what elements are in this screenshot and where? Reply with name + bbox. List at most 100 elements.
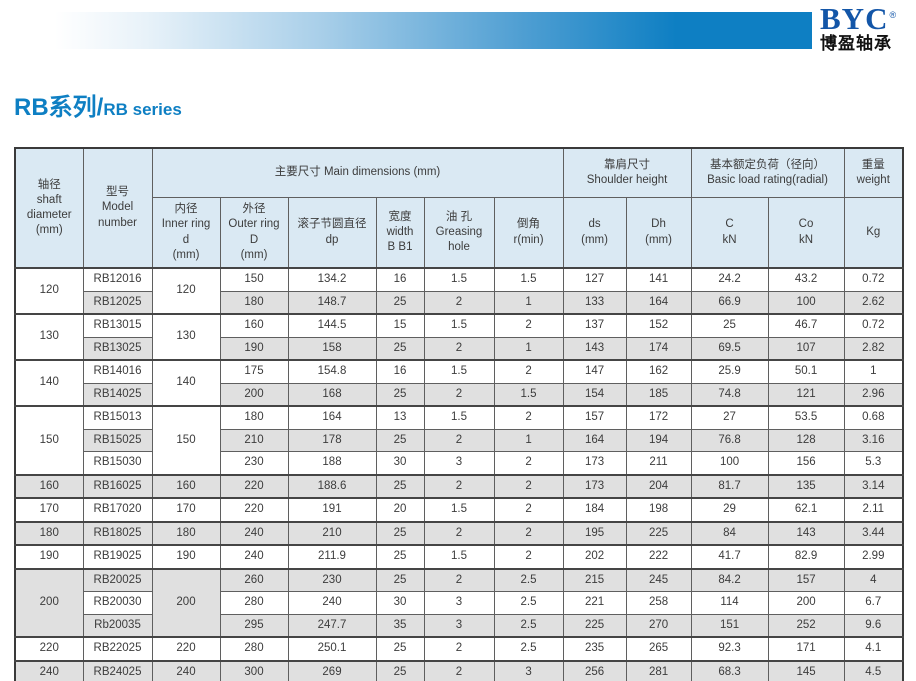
cell-inner-ring: 150 — [151, 405, 221, 475]
cell-model-number: RB15013 — [82, 405, 153, 430]
cell-c-kn: 24.2 — [690, 267, 769, 292]
cell-outer-ring: 180 — [219, 405, 289, 430]
cell-dh: 270 — [625, 613, 692, 638]
cell-kg: 3.14 — [843, 473, 904, 499]
cell-co-kn: 46.7 — [767, 313, 845, 338]
cell-kg: 2.99 — [843, 544, 904, 569]
cell-chamfer: 1 — [493, 290, 564, 315]
cell-co-kn: 43.2 — [767, 267, 845, 292]
page-title-zh: RB系列/ — [14, 94, 104, 121]
cell-chamfer: 3 — [493, 659, 564, 681]
cell-model-number: RB18025 — [82, 520, 153, 546]
header-shoulder-height: 靠肩尺寸 Shoulder height — [562, 147, 692, 198]
cell-chamfer: 2 — [493, 359, 564, 384]
cell-co-kn: 53.5 — [767, 405, 845, 430]
cell-chamfer: 1 — [493, 336, 564, 361]
cell-ds: 184 — [562, 497, 627, 522]
cell-ds: 154 — [562, 382, 627, 407]
header-gradient-bar — [55, 12, 812, 49]
cell-shaft-diameter: 220 — [14, 636, 84, 661]
cell-chamfer: 2.5 — [493, 636, 564, 661]
cell-c-kn: 81.7 — [690, 473, 769, 499]
cell-width: 16 — [375, 359, 425, 384]
cell-kg: 2.96 — [843, 382, 904, 407]
table-row: 220 RB22025 220 280 250.1 25 2 2.5 235 265 92.3 171… — [14, 636, 904, 661]
cell-ds: 195 — [562, 520, 627, 546]
cell-model-number: RB12016 — [82, 267, 153, 292]
cell-co-kn: 107 — [767, 336, 845, 361]
cell-dh: 174 — [625, 336, 692, 361]
cell-chamfer: 2 — [493, 405, 564, 430]
cell-c-kn: 25 — [690, 313, 769, 338]
cell-pitch-diameter: 164 — [287, 405, 377, 430]
cell-ds: 221 — [562, 591, 627, 615]
header-shaft-diameter: 轴径 shaft diameter (mm) — [14, 147, 84, 269]
cell-pitch-diameter: 230 — [287, 567, 377, 592]
cell-ds: 256 — [562, 659, 627, 681]
cell-outer-ring: 295 — [219, 613, 289, 638]
cell-width: 25 — [375, 290, 425, 315]
cell-co-kn: 157 — [767, 567, 845, 592]
header-load-rating: 基本额定负荷（径向） Basic load rating(radial) — [690, 147, 845, 198]
cell-inner-ring: 200 — [151, 567, 221, 638]
cell-greasing-hole: 1.5 — [423, 359, 495, 384]
header-pitch-diameter: 滚子节圆直径 dp — [287, 197, 377, 269]
cell-outer-ring: 150 — [219, 267, 289, 292]
cell-ds: 225 — [562, 613, 627, 638]
cell-ds: 137 — [562, 313, 627, 338]
table-row: RB15030 230 188 30 3 2 173 211 100 156 5.3 — [15, 451, 904, 475]
cell-dh: 152 — [625, 313, 692, 338]
table-body: 120 RB12016 120 150 134.2 16 1.5 1.5 127 141 24.2 4… — [14, 267, 904, 681]
cell-dh: 194 — [625, 428, 692, 452]
cell-dh: 162 — [625, 359, 692, 384]
cell-outer-ring: 300 — [219, 659, 289, 681]
cell-greasing-hole: 2 — [423, 659, 495, 681]
cell-width: 13 — [375, 405, 425, 430]
cell-dh: 185 — [625, 382, 692, 407]
cell-kg: 6.7 — [843, 591, 904, 615]
header-kg: Kg — [843, 197, 904, 269]
cell-c-kn: 66.9 — [690, 290, 769, 315]
cell-greasing-hole: 2 — [423, 290, 495, 315]
cell-outer-ring: 190 — [219, 336, 289, 361]
cell-co-kn: 100 — [767, 290, 845, 315]
cell-greasing-hole: 2 — [423, 567, 495, 592]
cell-pitch-diameter: 247.7 — [287, 613, 377, 638]
cell-chamfer: 2 — [493, 473, 564, 499]
cell-co-kn: 82.9 — [767, 544, 845, 569]
cell-kg: 3.16 — [843, 428, 904, 452]
header-chamfer: 倒角 r(min) — [493, 197, 564, 269]
cell-c-kn: 76.8 — [690, 428, 769, 452]
cell-outer-ring: 260 — [219, 567, 289, 592]
cell-model-number: RB17020 — [82, 497, 153, 522]
cell-outer-ring: 180 — [219, 290, 289, 315]
cell-shaft-diameter: 240 — [14, 659, 84, 681]
cell-greasing-hole: 2 — [423, 636, 495, 661]
cell-ds: 173 — [562, 473, 627, 499]
cell-inner-ring: 160 — [151, 473, 221, 499]
header-weight: 重量 weight — [843, 147, 904, 198]
table-row: RB20030 280 240 30 3 2.5 221 258 114 200 6.7 — [15, 591, 904, 615]
cell-dh: 141 — [625, 267, 692, 292]
cell-ds: 143 — [562, 336, 627, 361]
cell-kg: 0.72 — [843, 313, 904, 338]
cell-pitch-diameter: 178 — [287, 428, 377, 452]
cell-c-kn: 68.3 — [690, 659, 769, 681]
cell-ds: 164 — [562, 428, 627, 452]
cell-c-kn: 25.9 — [690, 359, 769, 384]
table-header: 轴径 shaft diameter (mm) 型号 Model number 主… — [14, 147, 904, 269]
cell-width: 25 — [375, 567, 425, 592]
cell-chamfer: 1.5 — [493, 267, 564, 292]
cell-width: 25 — [375, 544, 425, 569]
cell-shaft-diameter: 160 — [14, 473, 84, 499]
cell-co-kn: 50.1 — [767, 359, 845, 384]
cell-chamfer: 2 — [493, 520, 564, 546]
cell-dh: 172 — [625, 405, 692, 430]
cell-pitch-diameter: 144.5 — [287, 313, 377, 338]
cell-outer-ring: 280 — [219, 591, 289, 615]
cell-width: 16 — [375, 267, 425, 292]
cell-width: 35 — [375, 613, 425, 638]
table-row: Rb20035 295 247.7 35 3 2.5 225 270 151 252 9.6 — [15, 613, 904, 638]
cell-ds: 133 — [562, 290, 627, 315]
cell-dh: 204 — [625, 473, 692, 499]
